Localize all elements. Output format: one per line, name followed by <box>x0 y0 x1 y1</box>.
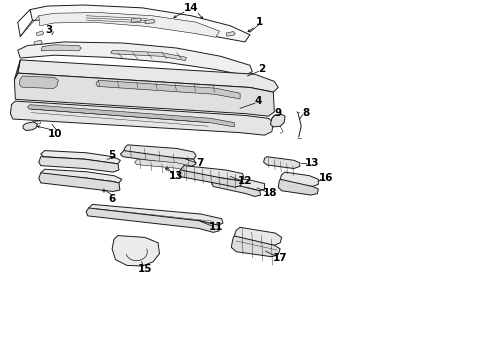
Polygon shape <box>18 42 252 75</box>
Text: 17: 17 <box>273 253 288 263</box>
Text: 15: 15 <box>138 264 152 274</box>
Polygon shape <box>135 159 191 170</box>
Text: 2: 2 <box>259 64 266 74</box>
Text: 7: 7 <box>196 158 204 168</box>
Polygon shape <box>30 5 250 42</box>
Polygon shape <box>180 166 244 181</box>
Polygon shape <box>23 122 37 131</box>
Text: 16: 16 <box>318 173 333 183</box>
Polygon shape <box>212 180 261 197</box>
Polygon shape <box>10 101 273 135</box>
Polygon shape <box>231 236 280 257</box>
Polygon shape <box>36 31 44 36</box>
Polygon shape <box>39 173 120 192</box>
Polygon shape <box>270 114 285 127</box>
Text: 1: 1 <box>256 17 263 27</box>
Polygon shape <box>39 157 119 172</box>
Polygon shape <box>86 208 219 232</box>
Polygon shape <box>278 179 318 195</box>
Polygon shape <box>39 13 220 37</box>
Text: 3: 3 <box>45 25 52 35</box>
Polygon shape <box>112 235 159 266</box>
Polygon shape <box>96 80 240 99</box>
Text: 13: 13 <box>169 171 183 181</box>
Polygon shape <box>19 76 58 89</box>
Text: 6: 6 <box>108 194 116 204</box>
Polygon shape <box>14 60 20 80</box>
Polygon shape <box>124 145 196 159</box>
Polygon shape <box>41 150 121 164</box>
Text: 14: 14 <box>184 3 198 13</box>
Text: 12: 12 <box>238 176 252 186</box>
Polygon shape <box>14 73 274 116</box>
Polygon shape <box>132 18 142 22</box>
Text: 4: 4 <box>255 96 262 106</box>
Polygon shape <box>121 150 196 166</box>
Polygon shape <box>215 176 265 191</box>
Polygon shape <box>34 40 42 45</box>
Polygon shape <box>111 50 186 60</box>
Polygon shape <box>280 172 318 186</box>
Text: 11: 11 <box>208 222 223 232</box>
Text: 8: 8 <box>302 108 310 118</box>
Polygon shape <box>41 169 122 183</box>
Text: 5: 5 <box>108 150 116 160</box>
Text: 9: 9 <box>275 108 282 118</box>
Polygon shape <box>27 105 234 127</box>
Polygon shape <box>41 45 81 51</box>
Polygon shape <box>264 157 300 168</box>
Text: 13: 13 <box>305 158 319 168</box>
Polygon shape <box>234 227 282 245</box>
Polygon shape <box>177 170 241 187</box>
Polygon shape <box>18 60 278 92</box>
Text: 10: 10 <box>48 129 63 139</box>
Text: 18: 18 <box>263 188 278 198</box>
Polygon shape <box>145 19 155 24</box>
Polygon shape <box>89 204 223 225</box>
Polygon shape <box>226 32 235 36</box>
